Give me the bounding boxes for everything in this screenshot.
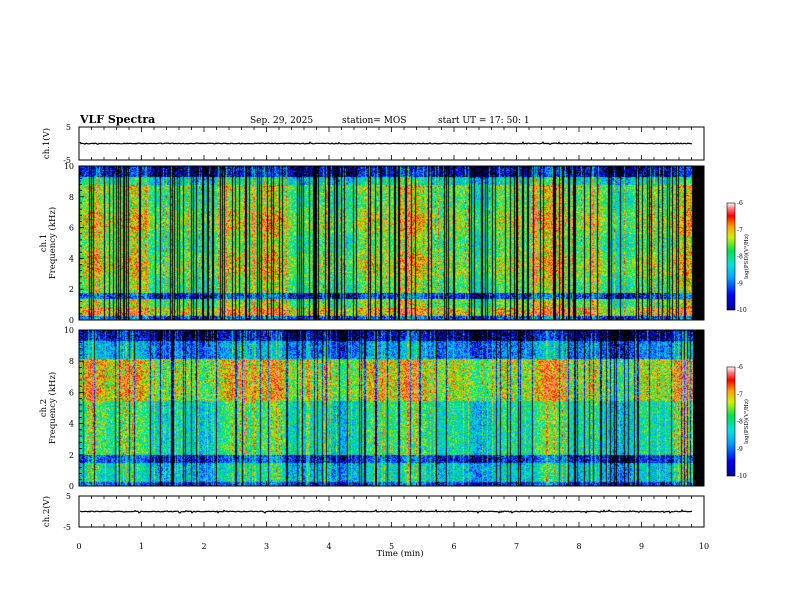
y-tick-label: 2	[69, 285, 74, 294]
y-axis-label: Frequency (kHz)	[47, 207, 58, 279]
x-tick-label: 7	[514, 542, 519, 551]
y-axis-label: ch.1(V)	[41, 128, 52, 159]
y-tick-label: 6	[69, 224, 74, 233]
ch2-waveform-panel: 5 -5 ch.2(V)	[41, 492, 705, 532]
colorbar-tick-label: -6	[737, 200, 743, 207]
colorbar: -6 -7 -8 -9 -10 log(PSD)(V²/Hz)	[726, 200, 750, 314]
colorbar-gradient	[726, 202, 736, 311]
y-tick-label: 5	[66, 492, 71, 501]
y-axis-label: Frequency (kHz)	[47, 372, 58, 444]
colorbar: -6 -7 -8 -9 -10 log(PSD)(V²/Hz)	[726, 364, 750, 480]
y-tick-label: 6	[69, 388, 74, 397]
y-tick-label: 10	[64, 162, 74, 171]
y-tick-label: 4	[69, 420, 74, 429]
x-tick-label: 6	[451, 542, 456, 551]
y-tick-label: 10	[64, 326, 74, 335]
y-tick-label: -5	[63, 156, 71, 165]
waveform-trace	[79, 141, 693, 146]
spectrogram-heatmap	[79, 166, 693, 320]
colorbar-tick-label: -9	[737, 446, 743, 453]
colorbar-tick-label: -8	[737, 254, 743, 261]
colorbar-tick-label: -9	[737, 280, 743, 287]
y-axis-label: ch.2(V)	[41, 496, 52, 527]
x-tick-label: 2	[201, 542, 206, 551]
ch1-waveform-panel: 5 -5 ch.1(V)	[41, 123, 705, 165]
y-tick-label: 0	[69, 482, 74, 491]
colorbar-tick-label: -10	[737, 473, 747, 480]
colorbar-tick-label: -10	[737, 307, 747, 314]
colorbar-label: log(PSD)(V²/Hz)	[743, 234, 750, 279]
time-axis: 0 1 2 3 4 5 6 7 8 9 10	[76, 542, 709, 551]
x-tick-label: 0	[76, 542, 81, 551]
y-tick-label: 8	[69, 193, 74, 202]
x-tick-label: 9	[639, 542, 644, 551]
y-tick-label: 2	[69, 451, 74, 460]
y-tick-label: 4	[69, 254, 74, 263]
ch2-spectrogram-panel: 0 2 4 6 8 10 ch.2 Frequency (kHz)	[39, 326, 705, 491]
colorbar-tick-label: -8	[737, 419, 743, 426]
colorbar-tick-label: -6	[737, 364, 743, 371]
date-label: Sep. 29, 2025	[250, 116, 313, 126]
y-tick-label: 0	[69, 316, 74, 325]
ch1-spectrogram-panel: 0 2 4 6 8 10 ch.1 Frequency (kHz)	[39, 162, 705, 325]
x-tick-label: 3	[264, 542, 269, 551]
start-time-label: start UT = 17: 50: 1	[438, 116, 530, 126]
x-tick-label: 5	[389, 542, 394, 551]
x-tick-label: 4	[326, 542, 331, 551]
y-tick-label: -5	[63, 523, 71, 532]
spectrogram-heatmap	[79, 330, 693, 486]
y-axis-channel-label: ch.2	[39, 399, 49, 417]
x-tick-label: 10	[699, 542, 709, 551]
x-tick-label: 1	[139, 542, 144, 551]
y-tick-label: 8	[69, 357, 74, 366]
station-label: station= MOS	[342, 116, 406, 126]
y-tick-label: 5	[66, 123, 71, 132]
waveform-trace	[80, 509, 692, 515]
y-axis-channel-label: ch.1	[39, 234, 49, 252]
x-tick-label: 8	[576, 542, 581, 551]
x-axis-label: Time (min)	[376, 548, 423, 559]
colorbar-tick-label: -7	[737, 391, 743, 398]
colorbar-label: log(PSD)(V²/Hz)	[743, 399, 750, 444]
colorbars: -6 -7 -8 -9 -10 log(PSD)(V²/Hz) -6 -7 -8 -9 -10 log…	[726, 200, 750, 480]
colorbar-tick-label: -7	[737, 227, 743, 234]
chart-title: VLF Spectra	[79, 113, 155, 126]
colorbar-gradient	[726, 366, 736, 477]
